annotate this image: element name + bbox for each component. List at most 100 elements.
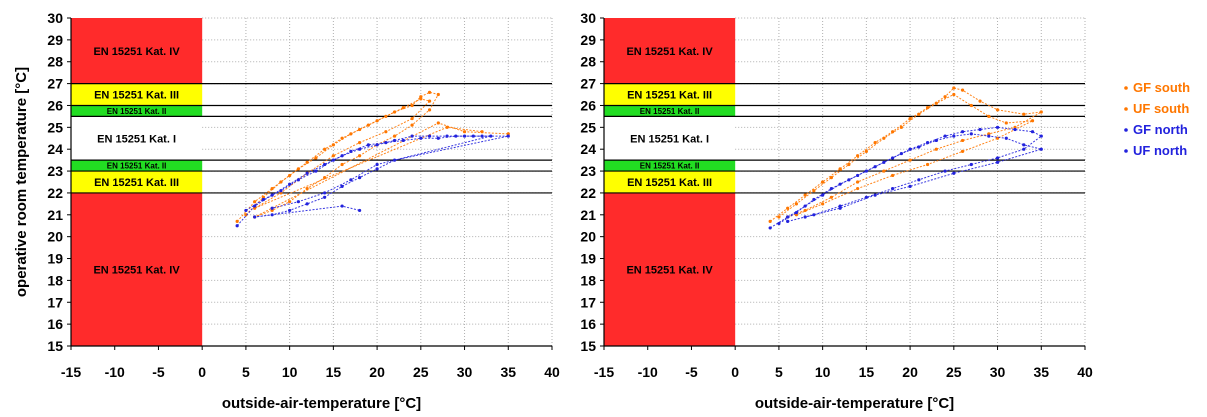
y-tick-label: 16	[580, 316, 596, 332]
legend-marker	[1124, 128, 1128, 132]
data-point	[952, 92, 956, 97]
data-point	[384, 114, 388, 118]
data-point	[340, 184, 344, 188]
comfort-band-label: EN 15251 Kat. IV	[626, 46, 713, 58]
data-point	[873, 141, 877, 145]
data-point	[314, 156, 318, 160]
data-point	[358, 141, 362, 145]
legend: GF south UF south GF north UF north	[1124, 80, 1190, 158]
data-point	[323, 195, 327, 199]
comfort-band	[604, 192, 736, 346]
legend-marker	[1124, 107, 1128, 111]
y-tick-label: 15	[580, 338, 596, 354]
series-gf-south	[768, 86, 1043, 223]
data-point	[323, 176, 327, 180]
data-point	[960, 149, 965, 153]
series-uf-south	[777, 92, 1035, 219]
data-point	[908, 184, 912, 188]
data-point	[261, 195, 265, 199]
data-point	[794, 202, 799, 206]
y-tick-label: 19	[580, 251, 596, 267]
data-point	[270, 186, 274, 191]
data-point	[925, 141, 930, 145]
data-point	[462, 130, 467, 134]
data-point	[829, 186, 833, 191]
data-point	[296, 178, 300, 182]
data-point	[891, 186, 895, 191]
y-tick-label: 22	[580, 185, 596, 201]
comfort-band	[604, 160, 736, 172]
comfort-band	[604, 171, 736, 193]
data-point	[349, 149, 353, 153]
x-tick-label: 40	[544, 364, 560, 380]
data-point	[244, 208, 248, 213]
data-point	[829, 176, 833, 180]
data-point	[349, 178, 353, 182]
series-trace	[769, 126, 1043, 229]
data-point	[987, 134, 991, 138]
data-point	[995, 108, 1000, 112]
data-point	[873, 193, 877, 197]
legend-marker	[1124, 149, 1128, 153]
y-tick-label: 18	[580, 272, 596, 288]
data-point	[358, 147, 362, 151]
data-point	[812, 189, 816, 193]
data-point	[952, 171, 956, 175]
data-point	[366, 123, 370, 127]
legend-marker	[1124, 86, 1128, 90]
data-point	[995, 156, 1000, 160]
comfort-band-label: EN 15251 Kat. III	[94, 177, 179, 189]
comfort-band	[604, 105, 736, 117]
data-point	[323, 147, 327, 151]
x-tick-label: 25	[413, 364, 429, 380]
data-point	[969, 103, 973, 108]
x-tick-label: 20	[902, 364, 918, 380]
data-point	[436, 92, 440, 97]
chart-panel-right: EN 15251 Kat. IV EN 15251 Kat. III EN 1525…	[580, 10, 1093, 412]
data-point	[392, 134, 397, 138]
comfort-band	[71, 192, 203, 346]
data-point	[1004, 136, 1008, 140]
comfort-band	[604, 83, 736, 106]
x-tick-label: 5	[242, 364, 250, 380]
data-point	[384, 141, 388, 145]
data-point	[1022, 143, 1026, 147]
data-point	[436, 136, 440, 140]
data-point	[952, 134, 956, 138]
data-point	[899, 151, 903, 156]
data-point	[323, 191, 327, 195]
data-point	[969, 132, 973, 136]
data-point	[856, 154, 860, 158]
data-point	[812, 197, 816, 202]
data-point	[803, 215, 807, 219]
data-point	[838, 167, 842, 171]
data-point	[349, 132, 353, 136]
y-tick-label: 24	[580, 141, 596, 157]
data-point	[244, 213, 248, 217]
data-point	[987, 114, 991, 118]
data-point	[506, 132, 510, 136]
data-point	[331, 154, 335, 158]
data-point	[786, 206, 790, 210]
data-point	[454, 134, 458, 138]
comfort-band-label: EN 15251 Kat. IV	[93, 46, 180, 58]
comfort-band	[71, 116, 203, 161]
comfort-band-label: EN 15251 Kat. III	[627, 177, 712, 189]
y-axis-title: operative room temperature [°C]	[13, 67, 30, 297]
x-axis-title: outside-air-temperature [°C]	[755, 395, 954, 412]
y-tick-label: 24	[47, 141, 63, 157]
series-trace	[778, 133, 1044, 224]
data-point	[917, 145, 921, 149]
data-point	[506, 134, 510, 138]
data-point	[1030, 130, 1035, 134]
data-point	[1039, 110, 1043, 114]
y-tick-label: 21	[47, 207, 63, 223]
y-tick-label: 28	[47, 54, 63, 70]
data-point	[305, 186, 309, 191]
data-point	[270, 206, 274, 210]
data-point	[934, 101, 938, 105]
y-tick-label: 25	[580, 119, 596, 135]
data-point	[410, 123, 414, 127]
data-point	[410, 103, 414, 108]
data-point	[279, 191, 283, 195]
